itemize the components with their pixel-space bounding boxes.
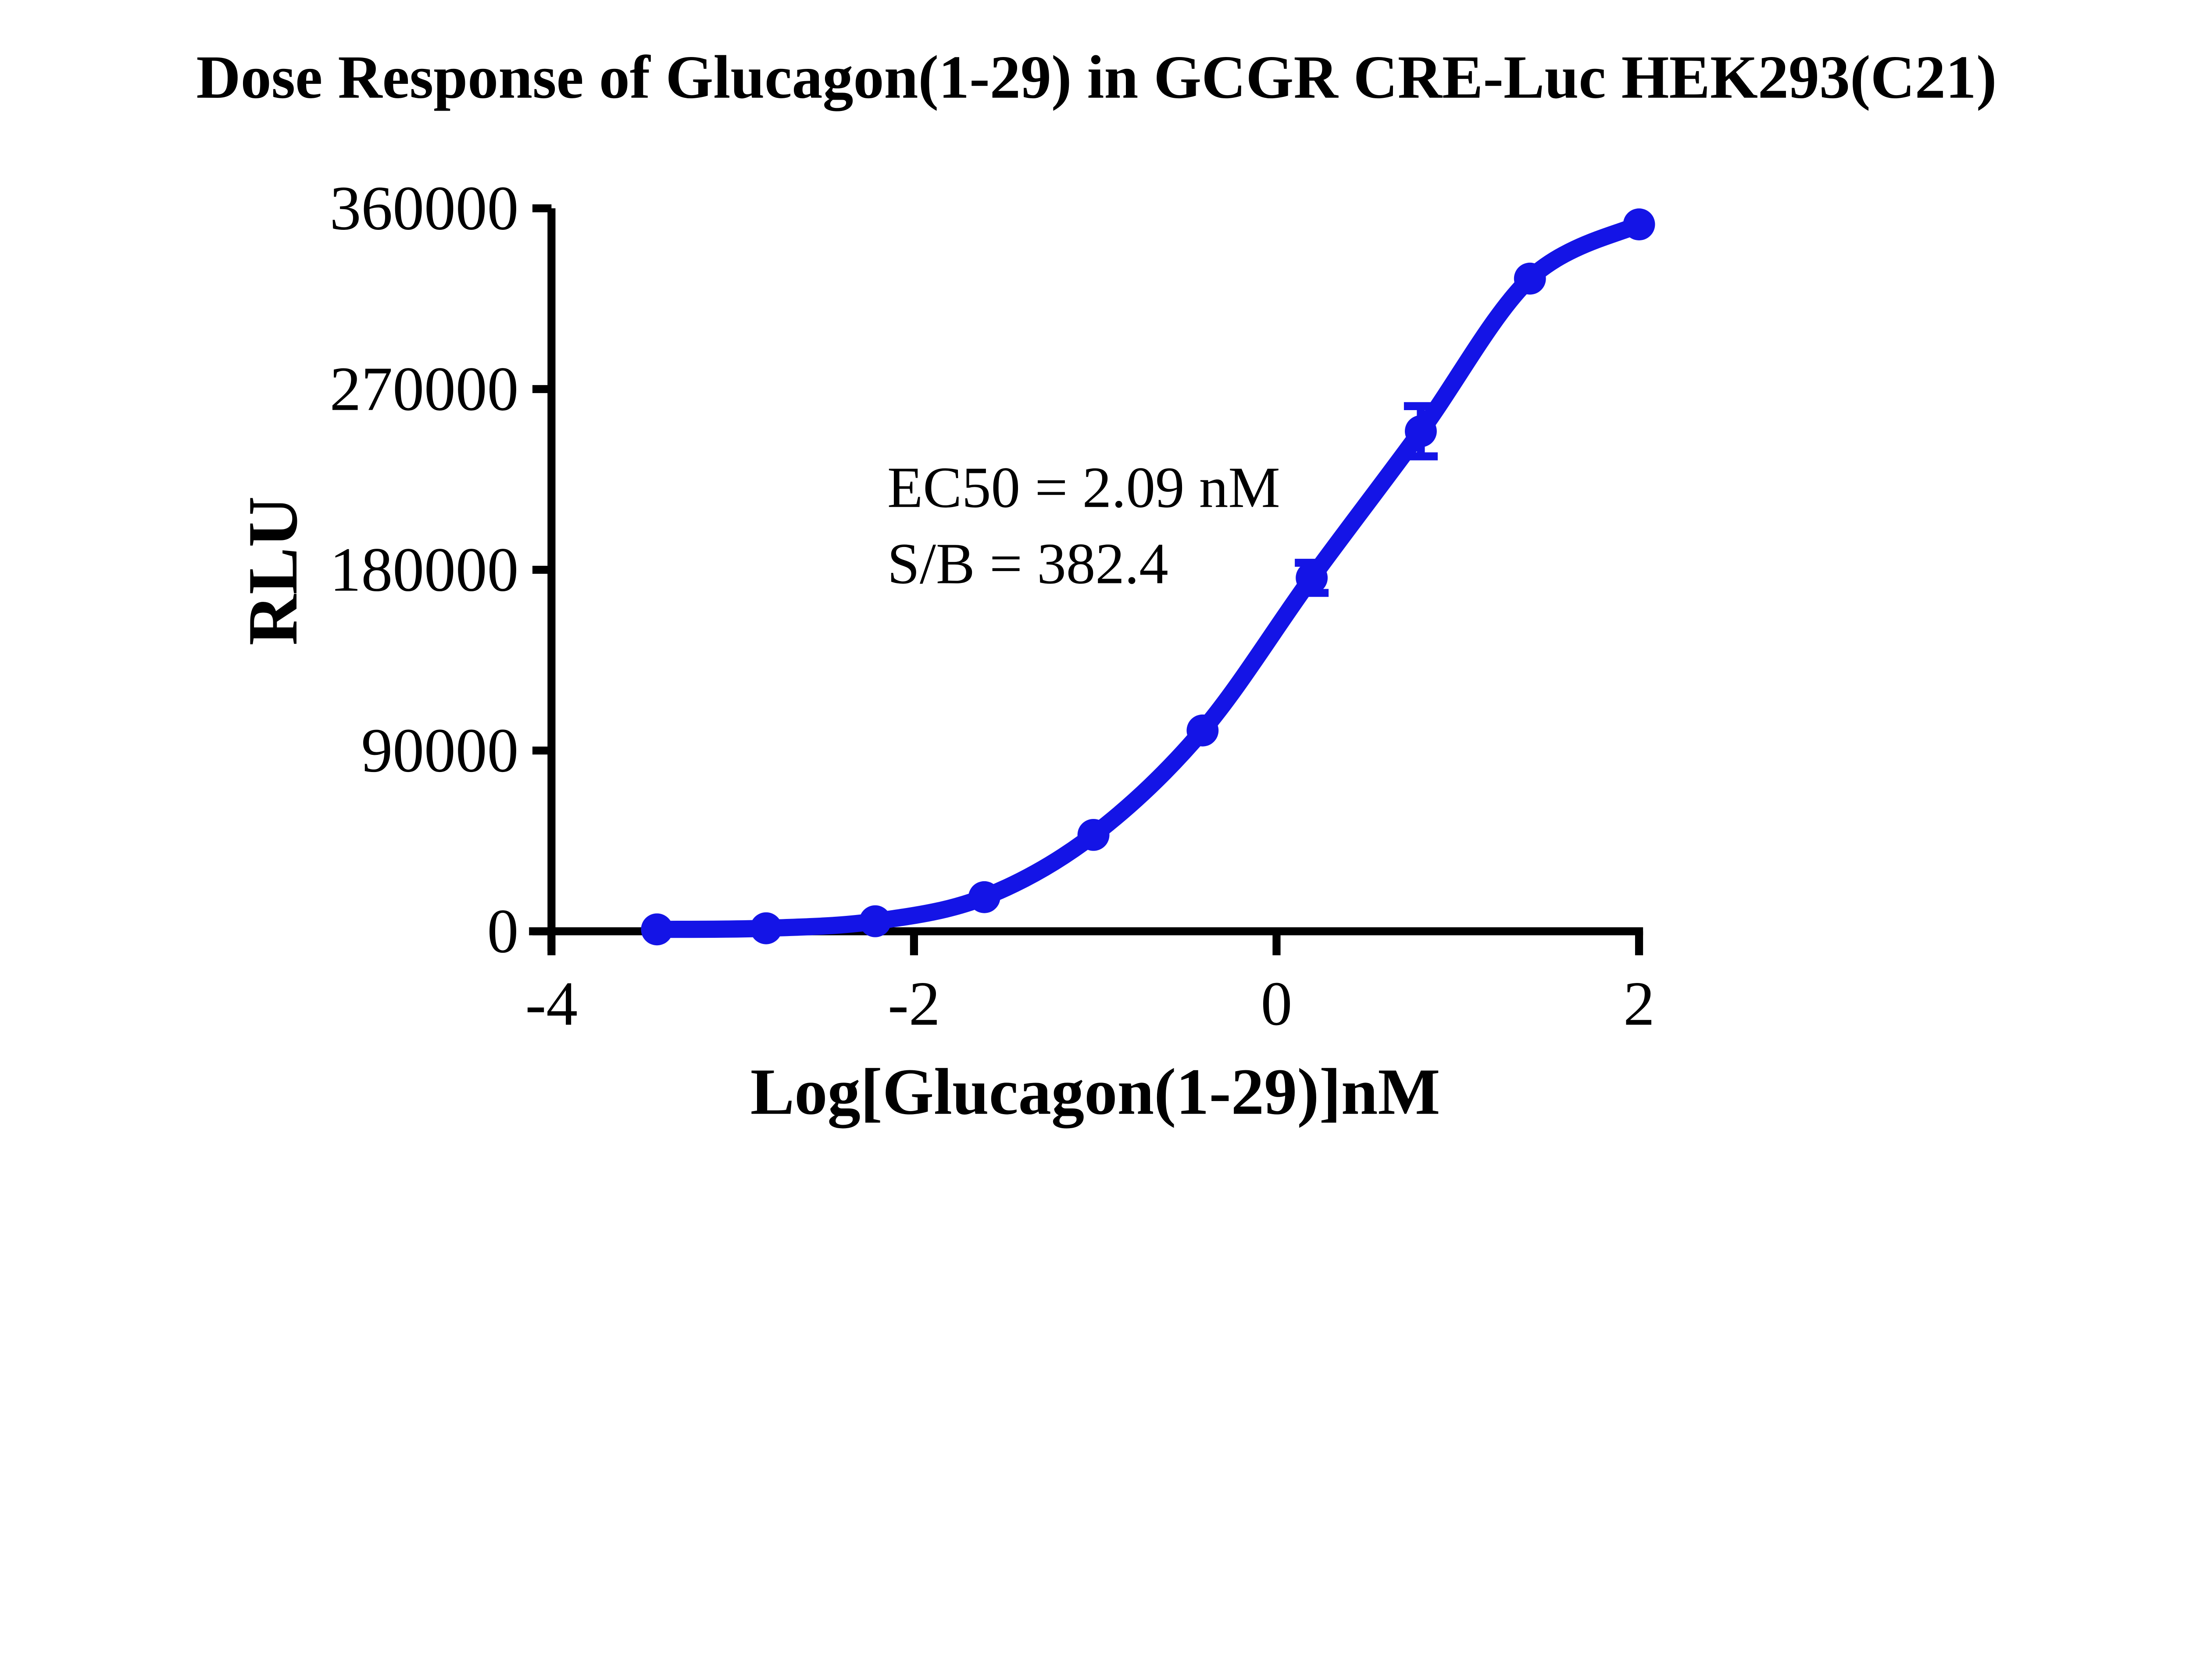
dose-response-chart: Dose Response of Glucagon(1-29) in GCGR … (196, 43, 1997, 1129)
data-point-marker (750, 912, 782, 944)
data-point-marker (1514, 262, 1546, 295)
data-point-marker (1405, 415, 1437, 447)
y-tick-label: 270000 (330, 354, 519, 424)
data-point-marker (859, 905, 891, 937)
x-tick-label: -2 (888, 969, 940, 1039)
y-tick-label: 360000 (330, 174, 519, 243)
data-point-marker (1186, 714, 1219, 747)
chart-title: Dose Response of Glucagon(1-29) in GCGR … (196, 43, 1997, 111)
y-tick-label: 0 (487, 897, 519, 966)
dose-response-curve (648, 215, 1648, 938)
x-tick-label: 2 (1623, 969, 1655, 1039)
data-point-marker (1623, 208, 1655, 240)
x-tick-label: -4 (525, 969, 578, 1039)
x-axis-label: Log[Glucagon(1-29)]nM (750, 1055, 1440, 1128)
plot-area: 0 90000 180000 270000 360000 -4 -2 0 2 (330, 174, 1655, 1039)
annotation-ec50: EC50 = 2.09 nM (887, 455, 1280, 520)
y-axis-label: RLU (233, 496, 312, 645)
data-point-marker (968, 881, 1000, 913)
y-tick-label: 180000 (330, 535, 519, 605)
x-tick-label: 0 (1261, 969, 1293, 1039)
figure-canvas: Dose Response of Glucagon(1-29) in GCGR … (196, 43, 1997, 1129)
data-point-marker (641, 913, 673, 946)
annotation-signal-to-background: S/B = 382.4 (887, 531, 1168, 596)
data-point-marker (1296, 561, 1328, 594)
data-point-marker (1077, 819, 1110, 851)
y-tick-label: 90000 (361, 716, 518, 786)
